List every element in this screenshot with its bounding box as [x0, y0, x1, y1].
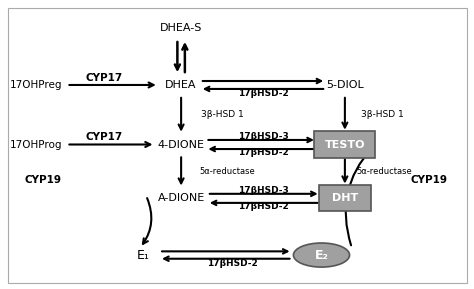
Text: 17βHSD-2: 17βHSD-2	[237, 148, 288, 157]
Text: CYP19: CYP19	[410, 175, 447, 185]
Text: E₁: E₁	[137, 249, 150, 262]
Text: A-DIONE: A-DIONE	[157, 193, 205, 203]
Text: 5α-reductase: 5α-reductase	[199, 167, 255, 176]
Text: 3β-HSD 1: 3β-HSD 1	[361, 110, 404, 119]
Text: 17βHSD-2: 17βHSD-2	[207, 259, 258, 268]
Text: 4-DIONE: 4-DIONE	[158, 140, 205, 149]
Text: 17βHSD-3: 17βHSD-3	[237, 186, 288, 194]
Text: DHEA-S: DHEA-S	[160, 23, 202, 33]
Text: DHT: DHT	[332, 193, 358, 203]
Text: 17βHSD-2: 17βHSD-2	[237, 89, 288, 98]
Text: 5α-reductase: 5α-reductase	[356, 167, 412, 176]
Text: 17OHPreg: 17OHPreg	[10, 80, 62, 90]
Text: 17βHSD-2: 17βHSD-2	[237, 202, 288, 211]
Text: CYP17: CYP17	[85, 132, 123, 142]
Text: TESTO: TESTO	[325, 140, 365, 149]
Text: E₂: E₂	[315, 249, 328, 262]
Text: CYP17: CYP17	[85, 73, 123, 83]
FancyBboxPatch shape	[314, 131, 375, 158]
Text: 17βHSD-3: 17βHSD-3	[237, 132, 288, 141]
Text: 17OHProg: 17OHProg	[10, 140, 62, 149]
Text: CYP19: CYP19	[25, 175, 62, 185]
Text: 5-DIOL: 5-DIOL	[326, 80, 364, 90]
Text: DHEA: DHEA	[165, 80, 197, 90]
Ellipse shape	[293, 243, 349, 267]
FancyBboxPatch shape	[319, 185, 371, 211]
Text: 3β-HSD 1: 3β-HSD 1	[201, 110, 244, 119]
